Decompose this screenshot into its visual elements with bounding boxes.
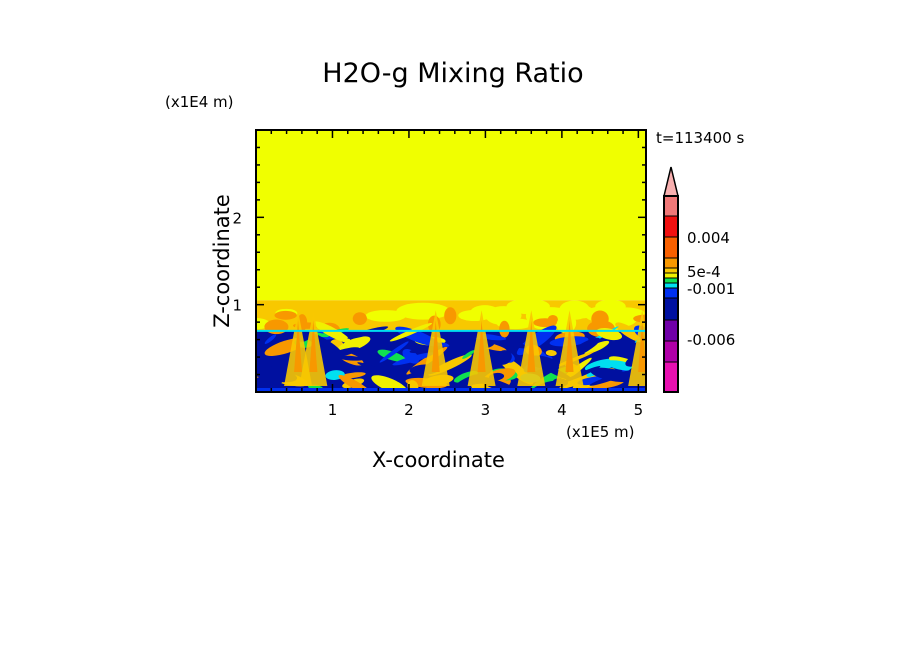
- x-scale-label: (x1E5 m): [566, 423, 635, 441]
- plume: [477, 320, 486, 372]
- contour-patch: [325, 347, 360, 359]
- colorbar-segment: [663, 319, 679, 342]
- time-annotation: t=113400 s: [656, 129, 745, 147]
- contour-patch: [495, 350, 512, 365]
- plume: [294, 320, 303, 372]
- interface-line: [256, 329, 646, 332]
- colorbar-segment: [663, 297, 679, 321]
- contour-patch: [365, 310, 406, 322]
- contour-patch: [347, 326, 389, 339]
- contour-patch: [264, 334, 277, 344]
- contour-patch: [392, 352, 435, 366]
- contour-patch: [584, 340, 610, 354]
- contour-patch: [389, 322, 433, 342]
- colorbar-frame: [663, 195, 679, 393]
- x-tick-label: 3: [481, 401, 491, 419]
- contour-patch: [633, 314, 646, 323]
- colorbar-segment: [663, 236, 679, 259]
- contour-patch: [352, 312, 367, 326]
- contour-patch: [398, 303, 430, 319]
- y-tick-label: 2: [232, 209, 242, 227]
- plume: [527, 320, 536, 372]
- contour-patch: [505, 340, 527, 349]
- contour-patch: [264, 319, 289, 335]
- colorbar-segment: [663, 287, 679, 299]
- plume: [431, 320, 440, 372]
- plume: [565, 320, 574, 372]
- contour-patch: [605, 360, 639, 371]
- x-tick-label: 5: [634, 401, 644, 419]
- field-region: [256, 130, 646, 301]
- contour-patch: [545, 350, 557, 357]
- chart-title: H2O-g Mixing Ratio: [322, 58, 584, 89]
- x-axis-label: X-coordinate: [372, 448, 505, 472]
- x-tick-label: 2: [404, 401, 414, 419]
- contour-patch: [462, 350, 475, 359]
- colorbar-extend-arrow: [663, 166, 679, 197]
- contour-patch: [313, 321, 352, 344]
- contour-patch: [533, 318, 557, 328]
- contour-patch: [454, 330, 481, 348]
- colorbar-segment: [663, 282, 679, 289]
- plume: [309, 320, 318, 372]
- colorbar-segment: [663, 340, 679, 363]
- colorbar-segment: [663, 277, 679, 284]
- x-tick-label: 1: [328, 401, 338, 419]
- colorbar-segment: [663, 267, 679, 274]
- plume: [638, 320, 646, 372]
- colorbar-segment: [663, 194, 679, 217]
- contour-patch: [337, 336, 371, 353]
- contour-patch: [409, 347, 432, 354]
- colorbar-segment: [663, 215, 679, 238]
- colorbar-segment: [663, 257, 679, 269]
- surface-layer: [256, 388, 646, 392]
- plot-frame: [255, 129, 647, 393]
- colorbar-label: 5e-4: [687, 263, 721, 281]
- contour-field: [256, 130, 646, 392]
- contour-patch: [444, 307, 457, 325]
- contour-patch: [590, 367, 634, 383]
- colorbar-segment: [663, 361, 679, 393]
- contour-patch: [379, 341, 409, 363]
- contour-patch: [274, 310, 297, 320]
- contour-patch: [336, 355, 365, 361]
- contour-patch: [591, 310, 609, 328]
- contour-patch: [499, 320, 510, 338]
- y-scale-label: (x1E4 m): [165, 93, 234, 111]
- colorbar-label: 0.004: [687, 229, 730, 247]
- colorbar-label: -0.006: [687, 331, 735, 349]
- contour-patch: [357, 362, 395, 376]
- colorbar-label: -0.001: [687, 280, 735, 298]
- contour-patch: [470, 305, 500, 320]
- y-tick-label: 1: [232, 297, 242, 315]
- x-tick-label: 4: [557, 401, 567, 419]
- contour-patch: [600, 307, 645, 320]
- colorbar-segment: [663, 272, 679, 279]
